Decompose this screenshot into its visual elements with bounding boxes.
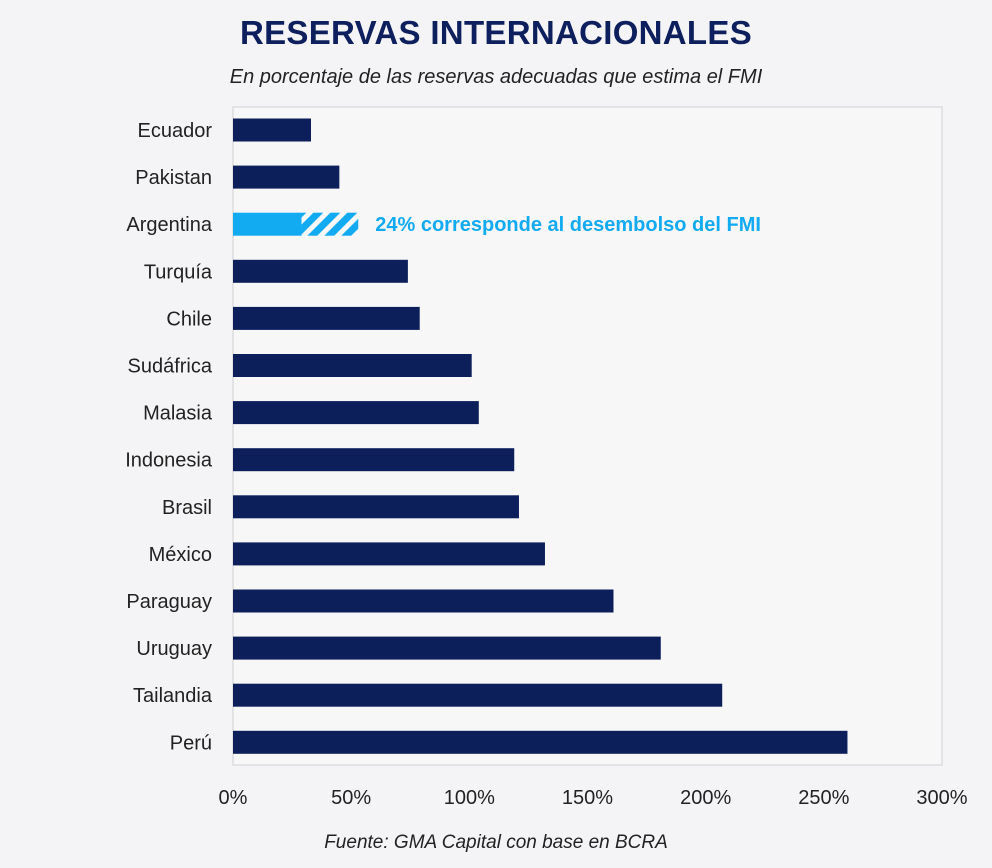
plot-area <box>232 106 943 766</box>
category-label: Uruguay <box>136 638 212 660</box>
category-label: Indonesia <box>125 450 213 472</box>
bar <box>233 495 519 519</box>
category-label: Turquía <box>144 261 213 283</box>
bar <box>233 401 479 425</box>
category-label: Argentina <box>126 214 212 236</box>
bar <box>233 589 614 613</box>
bar <box>233 636 661 660</box>
x-tick-label: 150% <box>562 787 613 809</box>
bar <box>233 542 545 566</box>
chart-title: RESERVAS INTERNACIONALES <box>239 14 753 51</box>
chart-subtitle: En porcentaje de las reservas adecuadas … <box>229 66 763 88</box>
x-tick-label: 100% <box>444 787 495 809</box>
category-label: Malasia <box>143 403 213 425</box>
x-tick-label: 50% <box>331 787 371 809</box>
bar <box>233 118 311 142</box>
x-tick-label: 0% <box>219 787 248 809</box>
bar <box>233 354 472 377</box>
category-label: México <box>149 544 212 566</box>
category-label: Pakistan <box>135 167 212 189</box>
bar <box>233 730 848 754</box>
category-label: Perú <box>170 732 212 754</box>
category-label: Chile <box>166 308 212 330</box>
bar <box>233 259 408 283</box>
x-tick-label: 300% <box>916 787 967 809</box>
bar <box>233 306 420 330</box>
x-tick-label: 200% <box>680 787 731 809</box>
bar <box>233 683 723 707</box>
x-tick-label: 250% <box>798 787 849 809</box>
bar-argentina-imf <box>301 212 359 236</box>
category-label: Brasil <box>162 497 212 519</box>
category-label: Paraguay <box>126 591 212 613</box>
category-label: Sudáfrica <box>128 356 213 378</box>
bar <box>233 448 515 472</box>
bar <box>233 165 340 189</box>
bar-argentina-own <box>233 212 302 236</box>
chart-source: Fuente: GMA Capital con base en BCRA <box>324 832 668 853</box>
category-label: Ecuador <box>138 120 213 142</box>
category-label: Tailandia <box>133 685 213 707</box>
annotation-label: 24% corresponde al desembolso del FMI <box>375 214 761 236</box>
